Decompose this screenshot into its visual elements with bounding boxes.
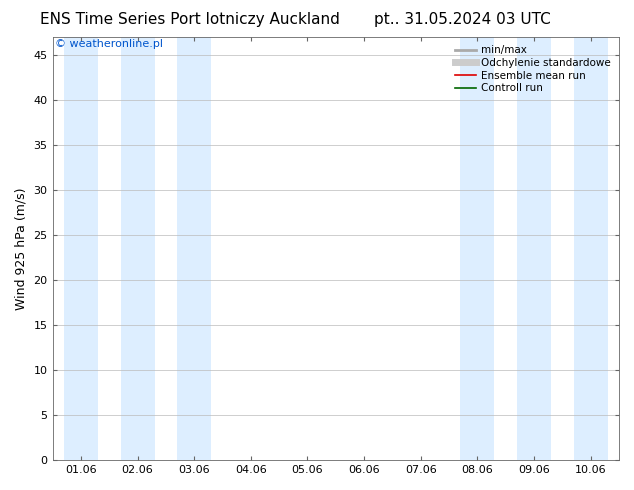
Text: ENS Time Series Port lotniczy Auckland: ENS Time Series Port lotniczy Auckland [41,12,340,27]
Bar [64,37,98,460]
Bar [460,37,495,460]
Y-axis label: Wind 925 hPa (m/s): Wind 925 hPa (m/s) [15,187,28,310]
Legend: min/max, Odchylenie standardowe, Ensemble mean run, Controll run: min/max, Odchylenie standardowe, Ensembl… [452,42,614,97]
Text: © weatheronline.pl: © weatheronline.pl [55,39,164,49]
Bar [574,37,607,460]
Bar [177,37,211,460]
Text: pt.. 31.05.2024 03 UTC: pt.. 31.05.2024 03 UTC [375,12,551,27]
Bar [517,37,551,460]
Bar [120,37,155,460]
